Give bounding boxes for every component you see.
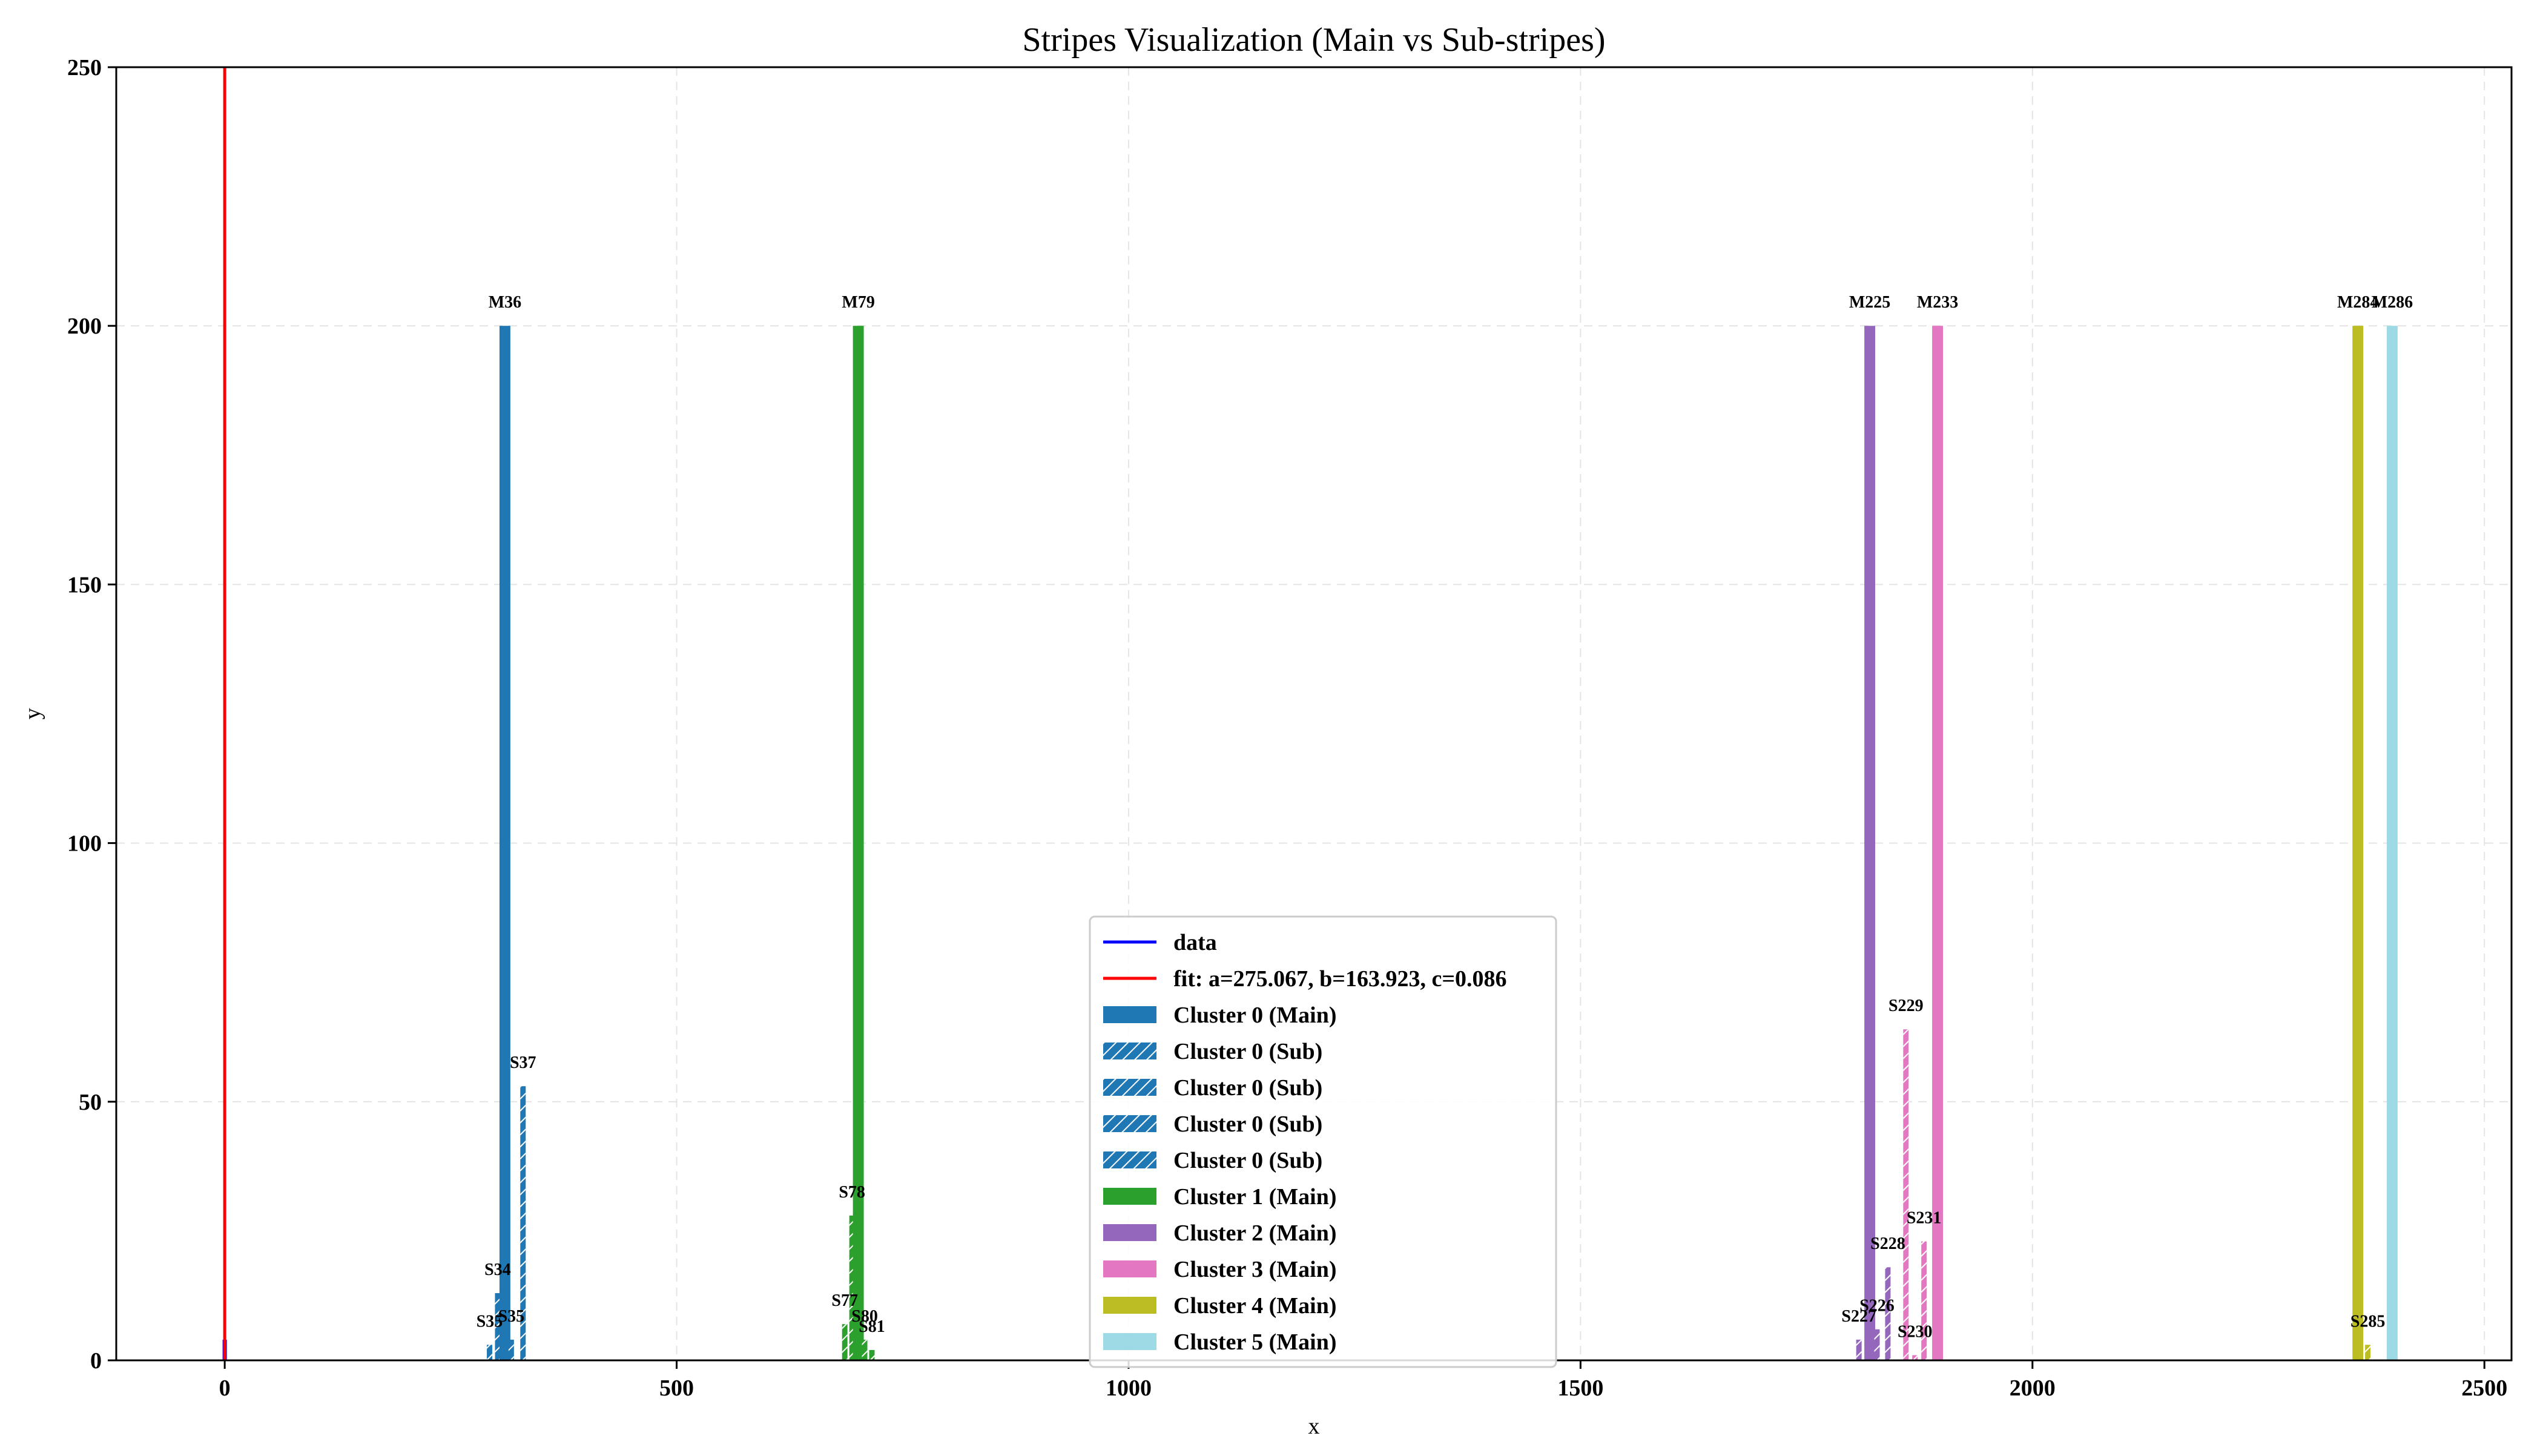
y-tick-label: 200 xyxy=(67,314,102,339)
main-stripe-bar xyxy=(499,326,510,1361)
legend-entry-label: Cluster 0 (Sub) xyxy=(1173,1039,1322,1064)
sub-stripe-label: S228 xyxy=(1870,1234,1905,1253)
sub-stripe-label: S77 xyxy=(831,1291,858,1310)
legend-entry-label: Cluster 2 (Main) xyxy=(1173,1220,1337,1246)
x-axis-label: x xyxy=(1308,1414,1320,1439)
sub-stripe-label: S37 xyxy=(510,1053,536,1072)
legend-entry-label: Cluster 3 (Main) xyxy=(1173,1257,1337,1282)
sub-stripe-label: S35 xyxy=(498,1307,525,1326)
y-tick-label: 100 xyxy=(67,831,102,857)
sub-stripe-label: S230 xyxy=(1898,1322,1933,1341)
sub-stripe-hatch xyxy=(520,1086,526,1360)
legend-hatch-handle xyxy=(1103,1115,1156,1132)
sub-stripe-hatch xyxy=(849,1215,855,1360)
sub-stripe-label: S229 xyxy=(1888,996,1924,1015)
sub-stripe-hatch xyxy=(487,1345,493,1360)
x-tick-label: 0 xyxy=(219,1375,231,1401)
legend-entry-label: data xyxy=(1173,930,1217,955)
y-tick-label: 0 xyxy=(90,1348,102,1374)
x-tick-label: 1000 xyxy=(1106,1375,1152,1401)
sub-stripe-hatch xyxy=(869,1349,875,1360)
sub-stripe-hatch xyxy=(842,1324,848,1360)
legend-hatch-handle xyxy=(1103,1079,1156,1096)
y-axis-label: y xyxy=(20,708,45,720)
main-stripe-label: M36 xyxy=(489,293,521,312)
y-tick-label: 150 xyxy=(67,572,102,598)
legend-entry-label: Cluster 4 (Main) xyxy=(1173,1293,1337,1319)
main-stripe-label: M79 xyxy=(842,293,874,312)
main-stripe-label: M233 xyxy=(1917,293,1958,312)
main-stripe-bar xyxy=(2352,326,2364,1361)
sub-stripe-label: S226 xyxy=(1859,1297,1895,1316)
sub-stripe-hatch xyxy=(1885,1267,1891,1360)
legend-bar-handle xyxy=(1103,1260,1156,1277)
legend-entry-label: Cluster 0 (Sub) xyxy=(1173,1112,1322,1137)
sub-stripe-hatch xyxy=(1874,1329,1880,1360)
x-tick-label: 2000 xyxy=(2010,1375,2056,1401)
legend-entry-label: Cluster 0 (Sub) xyxy=(1173,1148,1322,1173)
sub-stripe-hatch xyxy=(495,1293,501,1360)
sub-stripe-label: S34 xyxy=(484,1260,511,1279)
legend-entry-label: Cluster 1 (Main) xyxy=(1173,1184,1337,1210)
x-tick-label: 2500 xyxy=(2461,1375,2507,1401)
sub-stripe-label: S231 xyxy=(1907,1208,1942,1227)
chart-title: Stripes Visualization (Main vs Sub-strip… xyxy=(1022,21,1605,59)
ticks-layer: 0 500 1000 1500 2000 2500 0 50 100 150 200 250 xyxy=(67,55,2507,1401)
sub-stripe-hatch xyxy=(1903,1029,1909,1360)
sub-stripe-label: S81 xyxy=(859,1317,885,1336)
main-stripe-label: M225 xyxy=(1849,293,1890,312)
legend-bar-handle xyxy=(1103,1224,1156,1241)
sub-stripe-hatch xyxy=(862,1339,868,1360)
bars-layer xyxy=(487,326,2398,1361)
legend-box xyxy=(1089,915,1557,1368)
legend-bar-handle xyxy=(1103,1333,1156,1350)
legend-bar-handle xyxy=(1103,1297,1156,1314)
sub-stripe-label: S285 xyxy=(2350,1312,2386,1331)
main-stripe-bar xyxy=(1864,326,1876,1361)
legend-hatch-handle xyxy=(1103,1151,1156,1168)
x-tick-label: 1500 xyxy=(1557,1375,1603,1401)
sub-stripe-label: S78 xyxy=(839,1183,865,1202)
legend-entry-label: fit: a=275.067, b=163.923, c=0.086 xyxy=(1173,966,1506,992)
legend-hatch-handle xyxy=(1103,1043,1156,1059)
legend-bar-handle xyxy=(1103,1006,1156,1023)
y-tick-label: 250 xyxy=(67,55,102,81)
sub-stripe-hatch xyxy=(1912,1355,1918,1360)
sub-stripe-label: S35 xyxy=(477,1312,503,1331)
legend-entry-label: Cluster 0 (Main) xyxy=(1173,1003,1337,1028)
legend: data fit: a=275.067, b=163.923, c=0.086 Cl… xyxy=(1089,915,1557,1368)
main-stripe-bar xyxy=(1932,326,1944,1361)
sub-stripe-hatch xyxy=(2365,1345,2371,1360)
main-stripe-bar xyxy=(853,326,864,1361)
legend-bar-handle xyxy=(1103,1188,1156,1205)
sub-stripe-label: S80 xyxy=(851,1307,878,1326)
sub-stripe-hatch xyxy=(1856,1339,1862,1360)
main-stripe-label: M286 xyxy=(2372,293,2413,312)
legend-entry-label: Cluster 5 (Main) xyxy=(1173,1329,1337,1355)
sub-stripe-label: S227 xyxy=(1841,1307,1876,1326)
sub-stripe-hatch xyxy=(508,1339,514,1360)
y-tick-label: 50 xyxy=(79,1090,102,1115)
main-stripe-bar xyxy=(2386,326,2398,1361)
sub-stripe-hatch xyxy=(1921,1241,1927,1360)
main-stripe-label: M284 xyxy=(2337,293,2378,312)
legend-entry-label: Cluster 0 (Sub) xyxy=(1173,1075,1322,1101)
x-tick-label: 500 xyxy=(659,1375,694,1401)
